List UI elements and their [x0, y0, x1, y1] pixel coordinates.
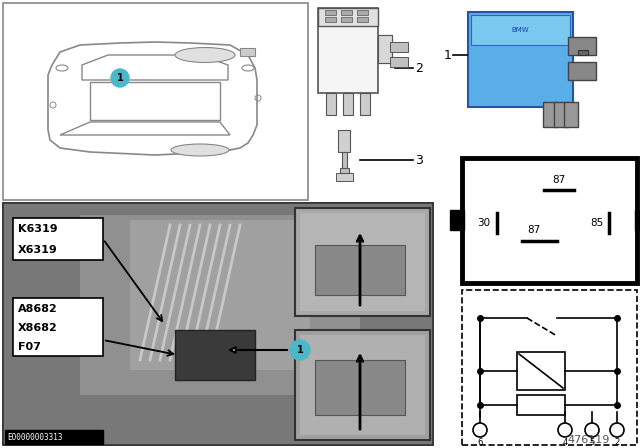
Text: 3: 3 [415, 154, 423, 167]
Circle shape [473, 423, 487, 437]
Bar [343, 93, 353, 115]
Bar [543, 102, 557, 127]
Bar [568, 62, 596, 80]
Bar [471, 15, 570, 45]
Bar [340, 168, 349, 173]
Text: 87: 87 [527, 225, 541, 235]
Bar [390, 42, 408, 52]
Text: 85: 85 [590, 218, 604, 228]
Bar [341, 17, 352, 22]
Bar [336, 173, 353, 181]
Bar [3, 203, 433, 445]
Bar [462, 290, 637, 445]
Ellipse shape [175, 47, 235, 63]
Text: 2: 2 [614, 438, 620, 447]
Bar [315, 245, 405, 295]
Text: 1: 1 [296, 345, 303, 355]
Text: 2: 2 [415, 61, 423, 74]
Bar [517, 395, 565, 415]
Bar [130, 220, 310, 370]
Bar [462, 158, 637, 283]
Circle shape [111, 69, 129, 87]
Text: X6319: X6319 [18, 245, 58, 255]
Bar [578, 50, 588, 55]
PathPatch shape [48, 42, 257, 155]
Text: A8682: A8682 [18, 304, 58, 314]
Bar [635, 210, 640, 230]
Ellipse shape [242, 65, 254, 71]
Bar [318, 8, 378, 93]
Bar [300, 335, 425, 435]
Bar [338, 130, 350, 152]
Bar [360, 93, 370, 115]
Text: 6: 6 [477, 438, 483, 447]
Text: X8682: X8682 [18, 323, 58, 333]
Text: 476119: 476119 [568, 435, 610, 445]
Bar [568, 37, 596, 55]
Ellipse shape [171, 144, 229, 156]
Bar [378, 35, 392, 63]
Text: 1: 1 [444, 48, 452, 61]
Ellipse shape [56, 65, 68, 71]
Circle shape [290, 340, 310, 360]
Bar [564, 102, 578, 127]
Bar [325, 17, 336, 22]
Bar [295, 208, 430, 316]
Bar [554, 102, 568, 127]
Bar [325, 10, 336, 15]
Bar [357, 10, 368, 15]
Bar [517, 352, 565, 390]
Bar [390, 57, 408, 67]
Text: 87: 87 [552, 175, 566, 185]
Circle shape [558, 423, 572, 437]
Bar [378, 35, 392, 63]
Bar [341, 10, 352, 15]
Text: EO0000003313: EO0000003313 [7, 432, 63, 441]
Bar [315, 360, 405, 415]
Bar [80, 215, 360, 395]
Bar [318, 8, 378, 26]
Bar [3, 3, 308, 200]
Bar [13, 218, 103, 260]
Bar [468, 12, 573, 107]
Bar [357, 17, 368, 22]
Bar [175, 330, 255, 380]
Bar [342, 152, 347, 170]
Bar [295, 330, 430, 440]
Bar [240, 48, 255, 56]
Bar [326, 93, 336, 115]
Text: K6319: K6319 [18, 224, 58, 234]
Text: F07: F07 [18, 342, 41, 352]
Circle shape [610, 423, 624, 437]
Text: 4: 4 [563, 438, 568, 447]
Bar [5, 430, 103, 444]
Text: BMW: BMW [511, 27, 529, 33]
Bar [300, 213, 425, 311]
Circle shape [585, 423, 599, 437]
Text: 1: 1 [116, 73, 124, 83]
Text: 5: 5 [589, 438, 595, 447]
Text: 30: 30 [477, 218, 491, 228]
Bar [13, 298, 103, 356]
Bar [3, 203, 433, 445]
Bar [450, 210, 464, 230]
